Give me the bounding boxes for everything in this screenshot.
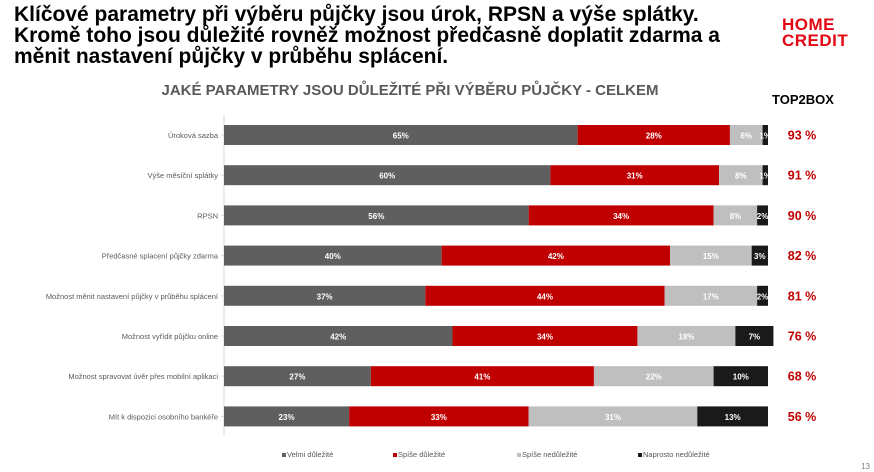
top2box-value: 76 % bbox=[788, 330, 817, 344]
home-credit-logo: HOME CREDIT bbox=[782, 15, 858, 50]
data-label: 34% bbox=[537, 333, 553, 342]
data-label: 15% bbox=[703, 252, 719, 261]
legend-label: Spíše nedůležité bbox=[522, 450, 577, 459]
bar-segment bbox=[224, 285, 426, 306]
data-label: 40% bbox=[325, 252, 341, 261]
data-label: 31% bbox=[627, 172, 643, 181]
data-label: 7% bbox=[749, 333, 761, 342]
legend-label: Velmi důležité bbox=[287, 450, 333, 459]
bar-segment bbox=[762, 165, 768, 186]
bar-segment bbox=[751, 245, 768, 266]
data-label: 8% bbox=[735, 172, 747, 181]
bar-segment bbox=[452, 326, 638, 346]
page-number: 13 bbox=[861, 462, 870, 471]
bar-segment bbox=[528, 406, 698, 427]
bar-segment bbox=[224, 406, 350, 427]
bar-segment bbox=[224, 125, 578, 145]
legend-swatch bbox=[282, 453, 286, 457]
legend-swatch bbox=[393, 453, 397, 457]
data-label: 56% bbox=[368, 212, 384, 221]
chart-title: JAKÉ PARAMETRY JSOU DŮLEŽITÉ PŘI VÝBĚRU … bbox=[161, 82, 659, 99]
bar-segment bbox=[729, 125, 763, 145]
category-label: Výše měsíční splátky bbox=[148, 171, 219, 180]
bar-segment bbox=[713, 205, 758, 226]
data-label: 33% bbox=[431, 413, 447, 422]
bar-segment bbox=[670, 245, 752, 266]
headline: Klíčové parametry při výběru půjčky jsou… bbox=[14, 3, 720, 68]
bar-segment bbox=[664, 285, 758, 306]
data-label: 2% bbox=[757, 292, 769, 301]
bar-segment bbox=[349, 406, 529, 427]
bar-segment bbox=[425, 285, 665, 306]
data-label: 1% bbox=[759, 132, 771, 141]
data-label: 44% bbox=[537, 292, 553, 301]
data-label: 37% bbox=[317, 292, 333, 301]
bar-segment bbox=[593, 366, 714, 387]
data-label: 42% bbox=[548, 252, 564, 261]
top2box-value: 81 % bbox=[788, 289, 817, 303]
category-label: Možnost spravovat úvěr přes mobilní apli… bbox=[68, 372, 218, 381]
data-label: 10% bbox=[733, 373, 749, 382]
logo-line-2: CREDIT bbox=[782, 31, 849, 50]
data-label: 23% bbox=[279, 413, 295, 422]
top2box-header: TOP2BOX bbox=[772, 92, 834, 107]
data-label: 13% bbox=[725, 413, 741, 422]
data-label: 27% bbox=[289, 373, 305, 382]
bar-segment bbox=[757, 205, 768, 226]
legend-label: Spíše důležité bbox=[398, 450, 445, 459]
bar-segment bbox=[697, 406, 768, 427]
data-label: 3% bbox=[754, 252, 766, 261]
bar-segment bbox=[528, 205, 714, 226]
bar-segment bbox=[735, 326, 774, 346]
bar-segment bbox=[224, 165, 551, 186]
top2box-value: 93 % bbox=[788, 129, 817, 143]
data-label: 2% bbox=[757, 212, 769, 221]
data-label: 34% bbox=[613, 212, 629, 221]
bar-segment bbox=[224, 366, 371, 387]
data-label: 42% bbox=[330, 333, 346, 342]
category-label: Možnost měnit nastavení půjčky v průběhu… bbox=[46, 292, 219, 301]
legend-label: Naprosto nedůležité bbox=[643, 450, 710, 459]
top2box-value: 68 % bbox=[788, 370, 817, 384]
data-label: 8% bbox=[730, 212, 742, 221]
bar-segment bbox=[637, 326, 736, 346]
data-label: 22% bbox=[646, 373, 662, 382]
data-label: 17% bbox=[703, 292, 719, 301]
top2box-value: 56 % bbox=[788, 410, 817, 424]
bar-segment bbox=[441, 245, 671, 266]
logo-line-1: HOME bbox=[782, 15, 835, 34]
data-label: 41% bbox=[474, 373, 490, 382]
top2box-value: 90 % bbox=[788, 209, 817, 223]
category-label: RPSN bbox=[197, 211, 218, 220]
legend-swatch bbox=[517, 453, 521, 457]
legend-swatch bbox=[638, 453, 642, 457]
bar-segment bbox=[370, 366, 594, 387]
top2box-value: 91 % bbox=[788, 169, 817, 183]
bar-segment bbox=[224, 245, 442, 266]
category-label: Předčasné splacení půjčky zdarma bbox=[102, 252, 219, 261]
data-label: 31% bbox=[605, 413, 621, 422]
category-label: Mít k dispozici osobního bankéře bbox=[109, 412, 218, 421]
bar-segment bbox=[577, 125, 730, 145]
top2box-value: 82 % bbox=[788, 249, 817, 263]
data-label: 6% bbox=[740, 132, 752, 141]
bar-segment bbox=[762, 125, 768, 145]
bar-segment bbox=[224, 205, 529, 226]
category-label: Úroková sazba bbox=[168, 131, 219, 140]
bar-segment bbox=[550, 165, 720, 186]
data-label: 1% bbox=[759, 172, 771, 181]
data-label: 28% bbox=[646, 132, 662, 141]
bar-segment bbox=[224, 326, 453, 346]
bar-segment bbox=[719, 165, 763, 186]
data-label: 18% bbox=[678, 333, 694, 342]
bar-segment bbox=[757, 285, 768, 306]
data-label: 65% bbox=[393, 132, 409, 141]
bar-segment bbox=[713, 366, 768, 387]
data-label: 60% bbox=[379, 172, 395, 181]
category-label: Možnost vyřídit půjčku online bbox=[122, 332, 218, 341]
